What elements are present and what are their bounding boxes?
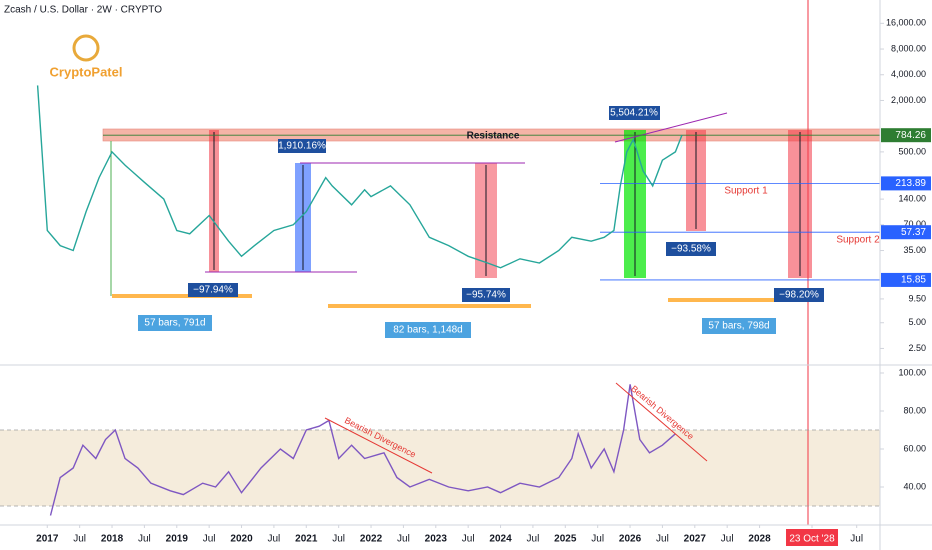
x-tick-label: Jul bbox=[527, 534, 540, 545]
chart-title: Zcash / U.S. Dollar · 2W · CRYPTO bbox=[4, 5, 162, 16]
label-box bbox=[462, 288, 510, 302]
trend-line bbox=[614, 112, 728, 143]
y-tick-label: 5.00 bbox=[908, 317, 926, 327]
divergence-line bbox=[615, 382, 708, 462]
x-tick-label: 2021 bbox=[295, 534, 318, 545]
support-label: Support 1 bbox=[724, 186, 768, 197]
label-box bbox=[138, 315, 212, 331]
y-tick-label: 35.00 bbox=[903, 245, 926, 255]
x-tick-label: 2026 bbox=[619, 534, 642, 545]
x-tick-label: 2019 bbox=[166, 534, 189, 545]
loss-label: −98.20% bbox=[779, 290, 819, 301]
resistance-label: Resistance bbox=[467, 131, 520, 142]
x-tick-label: 2020 bbox=[230, 534, 253, 545]
x-tick-label: 2018 bbox=[101, 534, 124, 545]
series-line bbox=[49, 384, 676, 516]
y-tick-label: 4,000.00 bbox=[891, 69, 926, 79]
level-label: 213.89 bbox=[895, 178, 926, 189]
label-box bbox=[385, 322, 471, 338]
x-tick-label: 2025 bbox=[554, 534, 577, 545]
x-tick-label: 2017 bbox=[36, 534, 59, 545]
x-tick-label: Jul bbox=[203, 534, 216, 545]
divergence-line bbox=[324, 417, 433, 474]
support-label: Support 2 bbox=[836, 235, 880, 246]
x-tick-label: 2027 bbox=[684, 534, 707, 545]
x-tick-label: Jul bbox=[397, 534, 410, 545]
logo bbox=[72, 34, 100, 62]
label-box bbox=[278, 139, 326, 153]
y-tick-label: 40.00 bbox=[903, 481, 926, 491]
x-tick-label: Jul bbox=[268, 534, 281, 545]
level-label: 15.85 bbox=[901, 275, 926, 286]
date-range bbox=[112, 294, 252, 298]
x-tick-label: 2023 bbox=[425, 534, 448, 545]
x-tick-label: Jul bbox=[138, 534, 151, 545]
x-tick-label: 2028 bbox=[748, 534, 771, 545]
label-box bbox=[609, 106, 660, 120]
gain-label: 5,504.21% bbox=[610, 108, 658, 119]
y-tick-label: 80.00 bbox=[903, 405, 926, 415]
loss-label: −95.74% bbox=[466, 290, 506, 301]
label-box bbox=[666, 242, 716, 256]
y-tick-label: 60.00 bbox=[903, 443, 926, 453]
level-label: 784.26 bbox=[895, 130, 926, 141]
range-label: 57 bars, 798d bbox=[708, 321, 769, 332]
level-tag bbox=[881, 128, 931, 143]
x-tick-label: Jul bbox=[656, 534, 669, 545]
gain-label: 1,910.16% bbox=[278, 141, 326, 152]
y-tick-label: 8,000.00 bbox=[891, 43, 926, 53]
date-range bbox=[328, 304, 531, 308]
label-box bbox=[774, 288, 824, 302]
y-tick-label: 2,000.00 bbox=[891, 95, 926, 105]
y-tick-label: 2.50 bbox=[908, 343, 926, 353]
series-line bbox=[36, 85, 683, 269]
y-tick-label: 16,000.00 bbox=[886, 18, 926, 28]
x-tick-label: 23 Oct '28 bbox=[789, 534, 835, 545]
x-tick-label: Jul bbox=[332, 534, 345, 545]
level-label: 57.37 bbox=[901, 227, 926, 238]
y-tick-label: 140.00 bbox=[898, 193, 926, 203]
level-tag bbox=[881, 176, 931, 191]
loss-label: −93.58% bbox=[671, 244, 711, 255]
x-tick-label: Jul bbox=[73, 534, 86, 545]
range-label: 82 bars, 1,148d bbox=[393, 325, 463, 336]
y-tick-label: 500.00 bbox=[898, 146, 926, 156]
level-tag bbox=[881, 225, 931, 240]
label-box bbox=[702, 318, 776, 334]
x-tick-label: Jul bbox=[591, 534, 604, 545]
y-tick-label: 100.00 bbox=[898, 367, 926, 377]
watermark: CryptoPatel bbox=[50, 64, 123, 79]
y-tick-label: 9.50 bbox=[908, 293, 926, 303]
date-range bbox=[668, 298, 810, 302]
x-tick-label: Jul bbox=[850, 534, 863, 545]
x-tick-label: Jul bbox=[462, 534, 475, 545]
date-tag bbox=[786, 529, 839, 546]
x-tick-label: 2024 bbox=[489, 534, 512, 545]
x-tick-label: 2022 bbox=[360, 534, 383, 545]
rsi-band bbox=[0, 429, 880, 506]
range-label: 57 bars, 791d bbox=[144, 318, 205, 329]
loss-label: −97.94% bbox=[193, 285, 233, 296]
y-tick-label: 70.00 bbox=[903, 219, 926, 229]
label-box bbox=[188, 283, 238, 297]
level-tag bbox=[881, 272, 931, 287]
x-tick-label: Jul bbox=[721, 534, 734, 545]
